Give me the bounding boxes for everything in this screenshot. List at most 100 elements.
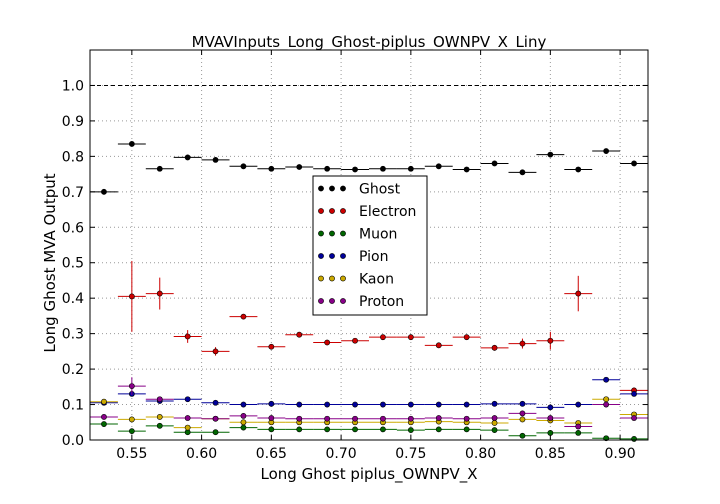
muon-point: [435, 426, 442, 433]
kaon-point: [240, 419, 247, 426]
proton-point: [128, 383, 135, 390]
proton-point: [407, 415, 414, 422]
proton-point: [575, 423, 582, 430]
kaon-point: [184, 424, 191, 431]
pion-point: [547, 404, 554, 411]
muon-point: [547, 430, 554, 436]
pion-point: [519, 400, 526, 407]
x-tick-label: 0.55: [116, 446, 147, 462]
kaon-point: [491, 420, 498, 426]
legend-label-kaon: Kaon: [359, 272, 394, 288]
ghost-point: [268, 165, 275, 172]
muon-point: [491, 427, 498, 433]
proton-point: [184, 415, 191, 421]
legend-marker-electron: [318, 208, 324, 214]
electron-point: [463, 334, 470, 341]
legend-marker-kaon: [318, 275, 324, 282]
series-kaon: [90, 396, 648, 431]
muon-point: [240, 424, 247, 431]
legend-marker-proton: [329, 298, 335, 304]
pion-point: [324, 401, 331, 408]
y-tick-label: 0.7: [62, 185, 84, 201]
legend-label-muon: Muon: [359, 227, 397, 243]
legend-marker-electron: [340, 208, 346, 214]
proton-point: [296, 415, 303, 422]
pion-point: [212, 399, 219, 406]
legend-marker-ghost: [329, 185, 335, 192]
legend-label-pion: Pion: [359, 249, 388, 265]
muon-point: [128, 428, 135, 435]
muon-point: [519, 432, 526, 439]
y-tick-label: 0.9: [62, 114, 84, 130]
y-axis-label: Long Ghost MVA Output: [41, 173, 59, 352]
legend-marker-muon: [329, 230, 335, 237]
electron-point: [240, 313, 247, 320]
ghost-point: [156, 165, 163, 172]
y-tick-label: 0.0: [62, 433, 84, 449]
proton-point: [519, 410, 526, 417]
ghost-point: [128, 141, 135, 147]
series-proton: [90, 377, 648, 430]
legend-marker-muon: [318, 230, 324, 237]
proton-point: [156, 396, 163, 403]
kaon-point: [519, 416, 526, 423]
pion-point: [491, 400, 498, 407]
legend-label-ghost: Ghost: [359, 182, 401, 198]
y-tick-label: 0.3: [62, 327, 84, 343]
legend-label-electron: Electron: [359, 204, 416, 220]
legend-marker-ghost: [340, 185, 346, 192]
legend-marker-pion: [340, 253, 346, 259]
series-muon: [90, 421, 648, 442]
ghost-point: [519, 169, 526, 176]
y-tick-label: 0.8: [62, 149, 84, 165]
proton-point: [101, 414, 107, 420]
ghost-point: [491, 160, 498, 167]
x-tick-label: 0.75: [395, 446, 426, 462]
muon-point: [101, 421, 107, 427]
ghost-point: [463, 166, 470, 173]
electron-point: [407, 334, 414, 341]
pion-point: [407, 401, 414, 408]
pion-point: [603, 376, 610, 383]
x-axis-label: Long Ghost piplus_OWNPV_X: [261, 465, 478, 484]
ghost-point: [101, 188, 107, 195]
legend-marker-proton: [340, 298, 346, 304]
ghost-point: [407, 165, 414, 172]
ghost-point: [547, 151, 554, 158]
kaon-point: [101, 398, 107, 405]
muon-point: [407, 427, 414, 433]
pion-point: [435, 401, 442, 408]
muon-point: [463, 426, 470, 433]
proton-point: [603, 401, 610, 408]
y-tick-label: 0.1: [62, 398, 84, 414]
ghost-point: [184, 154, 191, 161]
ghost-point: [575, 166, 582, 173]
ghost-point: [296, 164, 303, 170]
y-tick-label: 0.5: [62, 256, 84, 272]
ghost-point: [212, 157, 219, 163]
ghost-point: [603, 148, 610, 154]
pion-point: [240, 401, 247, 408]
ghost-point: [435, 163, 442, 170]
electron-point: [575, 290, 582, 297]
muon-point: [575, 430, 582, 436]
y-tick-label: 1.0: [62, 78, 84, 94]
electron-point: [156, 290, 163, 297]
legend-marker-kaon: [340, 275, 346, 282]
electron-point: [352, 337, 358, 344]
electron-point: [324, 339, 331, 346]
y-tick-label: 0.6: [62, 220, 84, 236]
muon-point: [380, 426, 386, 433]
x-tick-label: 0.65: [256, 446, 287, 462]
kaon-point: [156, 414, 163, 420]
ghost-point: [631, 160, 637, 167]
proton-point: [212, 415, 219, 422]
kaon-point: [603, 396, 610, 403]
electron-point: [491, 344, 498, 351]
kaon-point: [128, 416, 135, 423]
muon-point: [156, 422, 163, 429]
legend-marker-proton: [318, 298, 324, 304]
legend-marker-ghost: [318, 185, 324, 192]
pion-point: [631, 391, 637, 397]
electron-point: [128, 293, 135, 300]
